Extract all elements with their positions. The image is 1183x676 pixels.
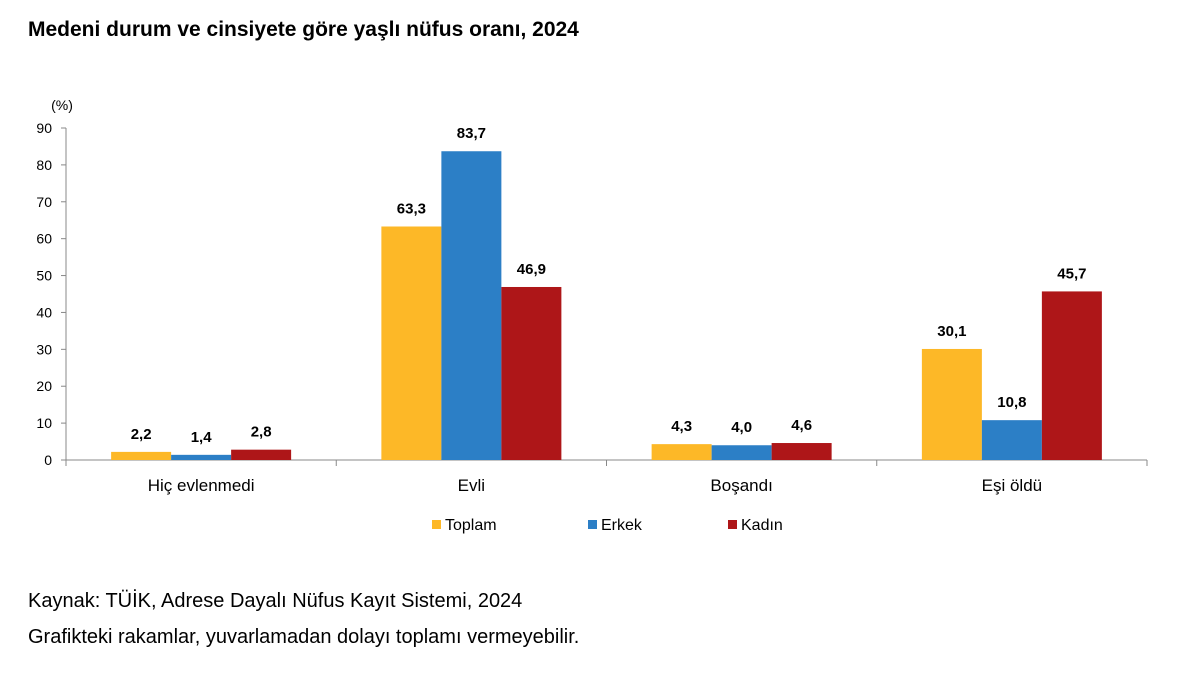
data-label: 1,4: [191, 429, 213, 446]
legend-label: Erkek: [601, 517, 643, 534]
bar: [171, 454, 232, 460]
bar: [921, 348, 982, 460]
x-tick-label: Boşandı: [710, 476, 772, 495]
legend-label: Toplam: [445, 517, 497, 534]
x-tick-label: Hiç evlenmedi: [148, 476, 255, 495]
data-label: 4,3: [671, 418, 692, 435]
data-label: 45,7: [1057, 265, 1086, 282]
data-label: 63,3: [397, 200, 426, 217]
data-label: 2,2: [131, 426, 152, 443]
bar: [111, 451, 172, 460]
legend-swatch: [432, 520, 441, 529]
data-label: 2,8: [251, 424, 272, 441]
data-label: 46,9: [517, 261, 546, 278]
x-tick-label: Evli: [458, 476, 485, 495]
bar: [501, 286, 562, 460]
y-tick-label: 40: [36, 304, 52, 320]
y-tick-label: 90: [36, 120, 52, 136]
bar: [771, 443, 832, 460]
y-tick-label: 10: [36, 415, 52, 431]
bar: [651, 444, 712, 460]
data-label: 4,0: [731, 419, 752, 436]
data-label: 30,1: [937, 323, 966, 340]
bar: [231, 449, 292, 460]
y-tick-label: 60: [36, 231, 52, 247]
data-label: 4,6: [791, 417, 812, 434]
bar: [441, 151, 502, 461]
bar: [381, 226, 442, 460]
data-label: 83,7: [457, 125, 486, 142]
bar: [711, 445, 772, 460]
note-text: Grafikteki rakamlar, yuvarlamadan dolayı…: [28, 626, 580, 648]
y-tick-label: 70: [36, 194, 52, 210]
y-tick-label: 80: [36, 157, 52, 173]
legend-label: Kadın: [741, 517, 783, 534]
y-tick-label: 20: [36, 378, 52, 394]
x-tick-label: Eşi öldü: [982, 476, 1042, 495]
y-tick-label: 30: [36, 341, 52, 357]
legend-swatch: [728, 520, 737, 529]
legend-swatch: [588, 520, 597, 529]
bar: [1041, 291, 1102, 460]
chart-title: Medeni durum ve cinsiyete göre yaşlı nüf…: [28, 18, 579, 41]
y-axis-label: (%): [51, 97, 73, 113]
bar-chart: (%) 0 10 20 30 40 50 60 70 80 90 2,2 1,4 2,8 Hiç evlen…: [36, 97, 1148, 534]
y-tick-label: 50: [36, 268, 52, 284]
source-text: Kaynak: TÜİK, Adrese Dayalı Nüfus Kayıt …: [28, 590, 523, 612]
data-label: 10,8: [997, 394, 1026, 411]
bar: [981, 420, 1042, 460]
y-tick-label: 0: [44, 452, 52, 468]
